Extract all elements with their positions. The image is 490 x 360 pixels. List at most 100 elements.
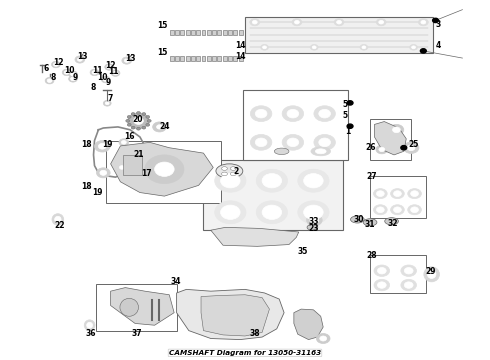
Circle shape [391,189,404,199]
Bar [170,56,173,60]
Bar [186,56,190,60]
Circle shape [92,71,97,74]
Circle shape [75,56,85,63]
Circle shape [134,117,144,125]
Circle shape [334,19,344,26]
Ellipse shape [230,167,236,170]
Bar [218,30,221,35]
Text: 9: 9 [105,78,111,87]
Circle shape [314,134,335,150]
Ellipse shape [427,270,436,278]
Circle shape [420,49,426,53]
Ellipse shape [274,148,289,154]
Circle shape [147,120,151,122]
Bar [191,56,195,60]
Text: 4: 4 [436,41,441,50]
Circle shape [71,77,75,81]
Circle shape [347,101,353,105]
Text: 15: 15 [157,21,167,30]
Bar [218,56,221,60]
Text: 19: 19 [92,188,103,197]
Circle shape [131,126,135,129]
Circle shape [119,139,129,146]
Circle shape [287,109,299,118]
Circle shape [282,106,304,122]
Circle shape [377,267,386,274]
Polygon shape [111,288,174,325]
Circle shape [101,76,110,83]
Circle shape [255,109,267,118]
Circle shape [126,120,130,122]
Circle shape [393,191,401,197]
Text: 7: 7 [108,94,113,103]
Circle shape [124,59,129,62]
Circle shape [131,113,135,116]
Bar [207,56,211,60]
Circle shape [47,79,52,82]
Text: 23: 23 [308,224,318,233]
Text: 8: 8 [50,73,56,82]
Circle shape [157,125,162,129]
Circle shape [252,21,257,24]
Circle shape [111,70,120,76]
Bar [212,30,216,35]
Circle shape [360,44,368,50]
Circle shape [113,71,118,75]
Circle shape [403,142,419,153]
Circle shape [401,145,407,150]
Text: CAMSHAFT Diagram for 13050-31163: CAMSHAFT Diagram for 13050-31163 [169,350,321,356]
Text: 6: 6 [44,64,49,73]
Circle shape [310,44,318,50]
Text: 9: 9 [73,73,78,82]
Text: 21: 21 [133,150,144,159]
Text: 32: 32 [388,219,398,228]
Circle shape [53,63,58,66]
Text: 25: 25 [408,140,419,149]
Circle shape [391,205,404,215]
Circle shape [307,215,322,226]
Circle shape [408,189,421,199]
Circle shape [51,61,60,68]
Text: 12: 12 [105,61,116,70]
Circle shape [90,69,99,76]
Circle shape [362,46,366,49]
Circle shape [377,282,386,288]
Circle shape [408,205,421,215]
Polygon shape [201,295,270,336]
Circle shape [98,143,106,149]
Circle shape [69,76,77,82]
Circle shape [107,65,112,69]
Text: 15: 15 [157,48,167,57]
Circle shape [117,164,127,171]
Circle shape [261,44,269,50]
Circle shape [262,205,282,220]
Bar [196,30,200,35]
Text: 13: 13 [77,52,88,61]
Text: 5: 5 [343,100,348,109]
Circle shape [374,265,390,276]
Text: 1: 1 [345,127,350,136]
Bar [369,176,426,218]
Circle shape [304,174,323,188]
Text: 16: 16 [124,132,134,141]
Circle shape [105,102,109,105]
Text: 20: 20 [132,114,143,123]
Text: 18: 18 [81,140,92,149]
Circle shape [376,19,386,26]
Circle shape [220,205,240,220]
Text: 8: 8 [91,83,96,92]
Ellipse shape [307,225,318,230]
Circle shape [122,57,132,64]
Ellipse shape [216,164,243,178]
Text: 14: 14 [235,52,245,61]
Circle shape [220,174,240,188]
Text: 30: 30 [354,215,364,224]
Bar [369,119,411,160]
Circle shape [379,147,385,152]
Text: 11: 11 [92,66,102,75]
Text: 37: 37 [131,329,142,338]
Text: 28: 28 [366,251,377,260]
Text: 34: 34 [171,276,181,285]
Text: 31: 31 [365,220,375,229]
Bar [239,30,243,35]
